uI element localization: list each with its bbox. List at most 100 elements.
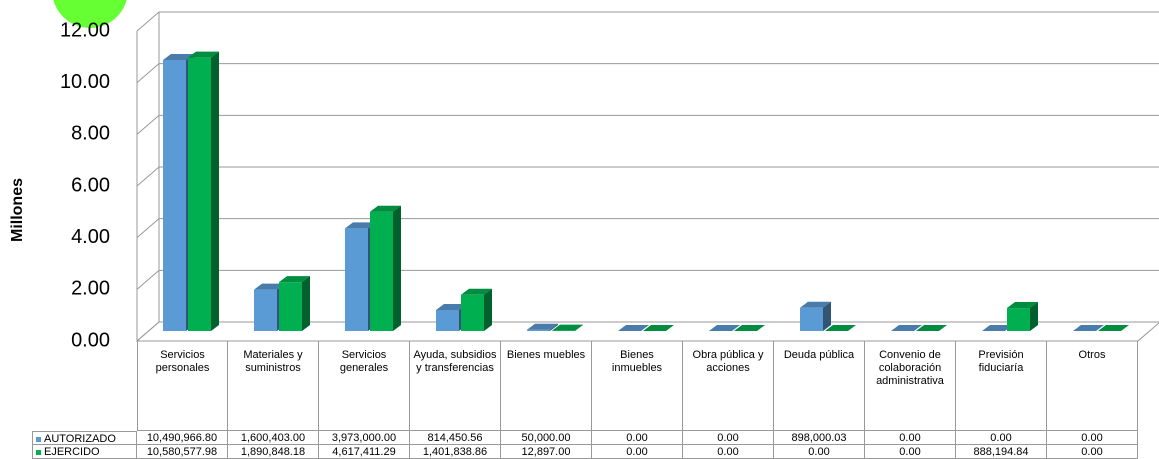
y-tick-label: 2.00 [71,278,110,300]
table-value: 0.00 [774,445,865,459]
bar-top [345,222,376,229]
bar [734,325,765,331]
bar-front [254,289,277,331]
bar-top [825,325,856,331]
bar-front [1007,308,1030,331]
bar-top [279,276,310,283]
grid-line [136,114,1159,135]
bar-top [1007,302,1038,309]
legend-entry: AUTORIZADO [32,431,137,445]
bar [1098,325,1129,331]
bar [800,301,831,331]
bar-side [575,324,583,331]
grid-line [136,63,1159,84]
decoration [53,0,127,28]
bar-top [163,53,194,60]
bar-side [302,276,310,331]
bar [982,325,1013,331]
bar-top [527,323,558,330]
bar-side [823,301,831,331]
bar-top [982,325,1013,331]
bar-front [370,211,393,331]
bar-top [618,325,649,331]
table-value: 0.00 [956,431,1047,445]
bar-side [1030,302,1038,331]
y-tick-label: 12.00 [60,19,110,41]
category-label: Previsión fiduciaría [956,341,1047,431]
table-value: 0.00 [865,431,956,445]
category-label: Materiales y suministros [228,341,319,431]
y-tick-label: 6.00 [71,174,110,196]
category-label: Servicios generales [319,341,410,431]
grid-line [136,11,1159,32]
bar [188,51,219,332]
table-value: 888,194.84 [956,445,1047,459]
table-value: 0.00 [865,445,956,459]
table-value: 1,600,403.00 [228,431,319,445]
bar-top [800,301,831,308]
table-value: 0.00 [683,445,774,459]
category-label: Convenio de colaboración administrativa [865,341,956,431]
legend-key [36,449,41,455]
category-label: Ayuda, subsidios y transferencias [410,341,501,431]
category-label: Bienes muebles [501,341,592,431]
bar [527,323,558,331]
bar-top [891,325,922,331]
bar-top [643,325,674,331]
table-value: 814,450.56 [410,431,501,445]
bar [709,325,740,331]
table-value: 3,973,000.00 [319,431,410,445]
y-tick-label: 8.00 [71,123,110,145]
bar-top [436,303,467,310]
table-value: 1,890,848.18 [228,445,319,459]
table-value: 50,000.00 [501,431,592,445]
y-tick-label: 0.00 [71,329,110,351]
legend-label: EJERCIDO [44,446,100,458]
grid-line [136,269,1159,290]
bar-top [370,205,401,212]
category-label: Otros [1047,341,1138,431]
category-label: Obra pública y acciones [683,341,774,431]
bar-front [800,307,823,331]
legend-label: AUTORIZADO [44,433,116,445]
bar [891,325,922,331]
bar [1007,302,1038,331]
bar-front [279,282,302,331]
category-label: Servicios personales [137,341,228,431]
table-value: 0.00 [1047,431,1138,445]
bar-side [550,323,558,331]
grid-line [136,218,1159,239]
table-value: 4,617,411.29 [319,445,410,459]
bar-front [527,329,550,331]
bar [643,325,674,331]
bar-side [211,51,219,332]
grid-line [136,166,1159,187]
y-axis-title: Millones [9,178,26,242]
bar-top [734,325,765,331]
bar-top [709,325,740,331]
bar [370,205,401,331]
y-tick-label: 10.00 [60,71,110,93]
bar [1073,325,1104,331]
table-value: 1,401,838.86 [410,445,501,459]
bar-side [484,288,492,331]
bar [279,276,310,331]
bar-top [552,324,583,331]
bar-top [188,51,219,58]
bar-front [436,309,459,331]
bar [618,325,649,331]
category-label: Deuda pública [774,341,865,431]
bar-top [461,288,492,295]
bar [552,324,583,331]
bar-front [163,59,186,331]
legend-key [36,436,41,442]
category-label: Bienes inmuebles [592,341,683,431]
table-value: 0.00 [592,445,683,459]
y-tick-label: 4.00 [71,226,110,248]
legend-entry: EJERCIDO [32,445,137,459]
table-value: 0.00 [1047,445,1138,459]
table-value: 0.00 [592,431,683,445]
bar [916,325,947,331]
